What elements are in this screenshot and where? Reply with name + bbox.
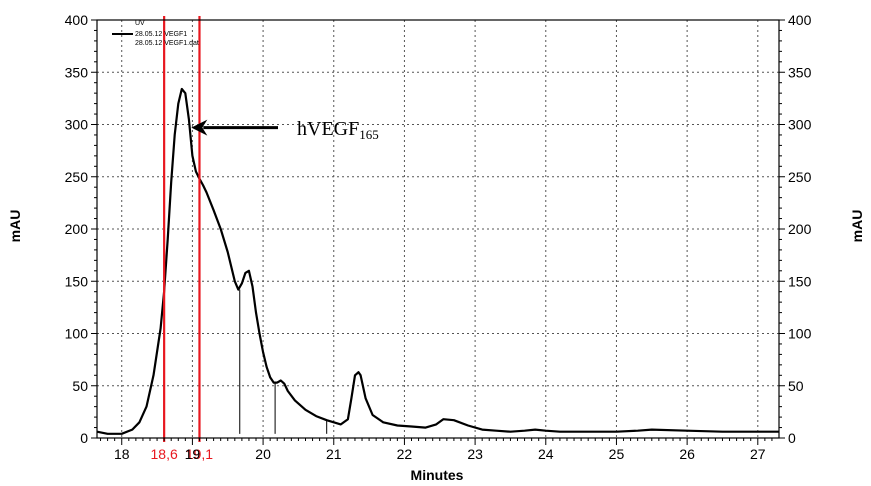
legend-entry-1: 28.05.12 VEGF1 <box>135 31 187 38</box>
y-tick-label-left: 0 <box>80 430 88 446</box>
y-tick-label-left: 350 <box>65 64 89 80</box>
x-tick-label: 19 <box>185 446 201 462</box>
y-tick-label-left: 300 <box>65 117 89 133</box>
x-axis-title: Minutes <box>411 467 464 483</box>
y-tick-label-right: 200 <box>788 221 812 237</box>
x-tick-label: 24 <box>538 446 554 462</box>
y-tick-label-right: 50 <box>788 378 804 394</box>
y-axis-title-right: mAU <box>849 210 865 243</box>
y-tick-label-left: 250 <box>65 169 89 185</box>
y-tick-label-right: 300 <box>788 117 812 133</box>
annotation-label-main: hVEGF <box>297 118 359 140</box>
marker-layer: 18,6 19,1 <box>146 16 218 463</box>
y-tick-label-left: 150 <box>65 273 89 289</box>
tick-layer: 0 0 50 50 100 100 150 150 200 200 250 250 300 300 350 3… <box>65 12 812 462</box>
fraction-marker-label: 19,1 <box>186 446 213 462</box>
y-tick-label-right: 400 <box>788 12 812 28</box>
legend-header: UV <box>135 20 145 27</box>
annotation-arrow-head <box>191 119 208 136</box>
axis-layer <box>91 19 785 445</box>
x-tick-label: 18 <box>114 446 130 462</box>
x-tick-label: 21 <box>326 446 342 462</box>
x-tick-label: 25 <box>609 446 625 462</box>
annotation-label: hVEGF165 <box>297 118 379 142</box>
y-tick-label-left: 200 <box>65 221 89 237</box>
x-tick-label: 23 <box>467 446 483 462</box>
y-tick-label-right: 250 <box>788 169 812 185</box>
y-tick-label-right: 0 <box>788 430 796 446</box>
annotation-label-subscript: 165 <box>359 127 379 142</box>
fraction-marker-label: 18,6 <box>151 446 178 462</box>
series-line <box>96 87 779 435</box>
x-tick-label: 22 <box>397 446 413 462</box>
y-axis-title: mAU <box>7 210 23 243</box>
y-tick-label-right: 350 <box>788 64 812 80</box>
x-tick-label: 27 <box>750 446 766 462</box>
fraction-marker-label-bg <box>181 446 218 463</box>
y-tick-label-right: 100 <box>788 326 812 342</box>
y-tick-label-left: 50 <box>72 378 88 394</box>
y-tick-label-right: 150 <box>788 273 812 289</box>
legend-entry-2: 28.05.12 VEGF1.dat <box>135 40 199 47</box>
legend: UV 28.05.12 VEGF1 28.05.12 VEGF1.dat <box>112 20 199 47</box>
series-layer <box>96 87 779 435</box>
fraction-marker-label-bg <box>146 446 183 463</box>
x-tick-label: 20 <box>255 446 271 462</box>
y-tick-label-left: 400 <box>65 12 89 28</box>
peak-annotation: hVEGF165 <box>191 118 379 142</box>
x-tick-label: 26 <box>679 446 695 462</box>
y-tick-label-left: 100 <box>65 326 89 342</box>
